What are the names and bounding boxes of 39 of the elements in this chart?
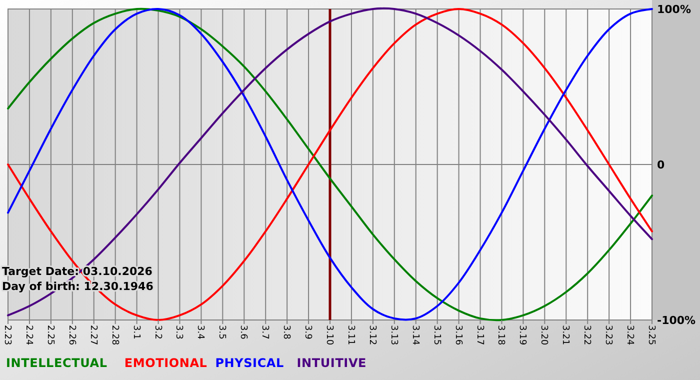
x-tick-label: 3.18 — [496, 325, 506, 346]
x-tick-label: 3.11 — [345, 325, 356, 346]
text: INTUITIVE — [296, 356, 367, 370]
x-tick-label: 3.23 — [603, 325, 614, 346]
annotation: Target Date: 03.10.2026 — [2, 265, 153, 278]
x-tick-label: 3.22 — [582, 325, 592, 346]
x-tick-label: 3.25 — [646, 325, 656, 346]
x-tick-label: 2.24 — [23, 325, 34, 346]
text: PHYSICAL — [215, 356, 284, 370]
x-tick-label: 3.3 — [174, 325, 184, 340]
x-tick-label: 3.19 — [517, 325, 528, 346]
x-tick-label: 3.16 — [452, 325, 463, 346]
x-tick-label: 3.13 — [388, 325, 398, 346]
x-tick-label: 3.24 — [624, 325, 635, 346]
x-tick-label: 3.4 — [195, 325, 206, 340]
x-tick-label: 3.8 — [281, 325, 292, 340]
x-tick-label: 3.7 — [260, 325, 270, 340]
x-tick-label: 3.9 — [302, 325, 313, 340]
x-tick-label: 3.10 — [324, 325, 334, 346]
x-tick-label: 3.14 — [410, 325, 420, 346]
x-tick-label: 3.15 — [431, 325, 442, 346]
x-tick-label: 2.26 — [66, 325, 76, 346]
x-tick-label: 2.23 — [2, 325, 12, 346]
y-tick-label: 100% — [657, 2, 691, 16]
text: INTELLECTUAL — [6, 356, 108, 370]
x-tick-label: 3.6 — [238, 325, 248, 340]
x-tick-label: 3.1 — [130, 325, 141, 340]
x-tick-label: 3.12 — [366, 325, 377, 346]
x-tick-label: 2.27 — [88, 325, 98, 346]
text: EMOTIONAL — [124, 356, 208, 370]
x-tick-label: 2.28 — [109, 325, 120, 346]
x-tick-label: 2.25 — [44, 325, 55, 346]
x-tick-label: 3.2 — [152, 325, 162, 340]
x-tick-label: 3.17 — [474, 325, 484, 346]
x-tick-label: 3.21 — [560, 325, 570, 346]
y-tick-label: 0 — [657, 158, 665, 172]
y-tick-label: -100% — [657, 314, 696, 327]
x-tick-label: 3.5 — [216, 325, 227, 340]
x-tick-label: 3.20 — [538, 325, 549, 346]
